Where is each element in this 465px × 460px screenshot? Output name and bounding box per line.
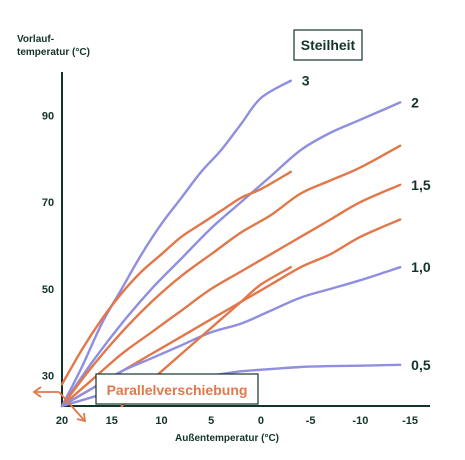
arrow-left-head [32,386,42,398]
heating-curves [60,79,402,408]
heating-curve-line [60,79,292,408]
curve-label: 1,5 [411,177,431,193]
steilheit-label: Steilheit [301,37,356,53]
x-tick-label: -15 [402,415,418,427]
steilheit-box [293,29,363,61]
arrow-down-head [76,412,87,423]
curve-label: 2 [411,94,419,110]
x-tick-label: 5 [208,415,214,427]
x-tick-label: 10 [155,415,167,427]
x-axis-title: Außentemperatur (°C) [175,433,279,444]
heating-curve-line [60,170,292,386]
heating-curve-line [60,144,402,408]
curve-label: 0,5 [411,357,431,373]
parallel-shift-arrows [32,386,87,423]
curve-labels: 3 2 1,5 1,0 0,5 [302,73,431,373]
x-tick-label: 20 [56,415,68,427]
heating-curve-line [60,183,402,408]
parallelverschiebung-box [95,373,259,405]
x-tick-label: 15 [106,415,118,427]
arrow-down-shaft [58,391,85,421]
y-tick-label: 50 [42,284,54,296]
y-tick-labels: 30 50 70 90 [42,110,54,382]
parallelverschiebung-label: Parallelverschiebung [107,382,248,398]
heating-curve-line [60,101,402,408]
y-tick-label: 90 [42,110,54,122]
heating-curve-line [60,266,402,408]
y-axis-title-line1: Vorlauf- [17,34,54,45]
curve-label: 3 [302,73,310,89]
curve-label: 1,0 [411,259,431,275]
x-tick-label: -5 [306,415,316,427]
x-tick-label: 0 [258,415,264,427]
y-axis-title-line2: temperatur (°C) [17,47,90,58]
x-tick-label: -10 [352,415,368,427]
y-tick-label: 70 [42,197,54,209]
y-tick-label: 30 [42,371,54,383]
x-tick-labels: 20 15 10 5 0 -5 -10 -15 [56,415,418,427]
